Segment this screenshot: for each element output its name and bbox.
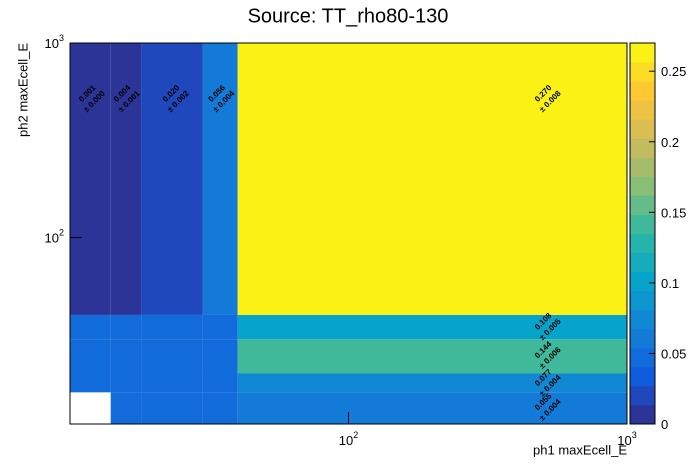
colorbar-band bbox=[630, 157, 655, 177]
tick-exponent: 2 bbox=[59, 228, 64, 238]
heatmap-cell bbox=[110, 339, 142, 374]
colorbar-band bbox=[630, 271, 655, 292]
x-axis-title: ph1 maxEcell_E bbox=[533, 442, 627, 457]
colorbar-tick-label: 0.25 bbox=[661, 64, 686, 79]
tick-exponent: 3 bbox=[59, 33, 64, 43]
heatmap-cell bbox=[110, 43, 142, 315]
colorbar-band bbox=[630, 214, 655, 234]
heatmap-cell bbox=[202, 373, 238, 393]
heatmap-cell bbox=[141, 43, 203, 315]
heatmap-cell bbox=[237, 392, 627, 424]
tick-label: 103 bbox=[617, 430, 636, 448]
colorbar-band bbox=[630, 176, 655, 196]
heatmap-cell bbox=[141, 339, 203, 374]
colorbar-band bbox=[630, 43, 655, 63]
colorbar-band bbox=[630, 62, 655, 82]
heatmap-cell bbox=[110, 314, 142, 340]
colorbar-band bbox=[630, 309, 655, 330]
colorbar-band bbox=[630, 100, 655, 120]
heatmap-cell bbox=[202, 314, 238, 340]
heatmap-cell bbox=[237, 339, 627, 374]
tick-label: 103 bbox=[45, 33, 64, 51]
tick-base: 10 bbox=[617, 433, 631, 448]
heatmap-cell bbox=[202, 339, 238, 374]
colorbar-tick-label: 0.2 bbox=[661, 135, 679, 150]
heatmap-cell bbox=[237, 43, 627, 315]
heatmap-cell bbox=[141, 392, 203, 424]
heatmap-cell bbox=[202, 43, 238, 315]
heatmap-cell bbox=[110, 392, 142, 424]
heatmap-cell bbox=[141, 373, 203, 393]
colorbar-band bbox=[630, 252, 655, 273]
heatmap-cell bbox=[70, 43, 111, 315]
tick-label: 102 bbox=[45, 228, 64, 246]
tick-base: 10 bbox=[45, 231, 59, 246]
heatmap-cell bbox=[141, 314, 203, 340]
colorbar-band bbox=[630, 233, 655, 254]
colorbar-band bbox=[630, 119, 655, 139]
heatmap-cell bbox=[70, 314, 111, 340]
colorbar-band bbox=[630, 138, 655, 158]
colorbar-band bbox=[630, 290, 655, 311]
colorbar-band bbox=[630, 404, 655, 425]
heatmap-cell bbox=[237, 314, 627, 340]
colorbar-frame bbox=[629, 42, 656, 425]
heatmap-cell bbox=[237, 373, 627, 393]
colorbar-tick-label: 0.15 bbox=[661, 205, 686, 220]
heatmap-cell bbox=[202, 392, 238, 424]
y-axis-title: ph2 maxEcell_E bbox=[15, 43, 30, 137]
tick-exponent: 3 bbox=[632, 430, 637, 440]
tick-base: 10 bbox=[45, 36, 59, 51]
tick-exponent: 2 bbox=[353, 430, 358, 440]
colorbar-band bbox=[630, 347, 655, 368]
tick-base: 10 bbox=[339, 433, 353, 448]
colorbar-tick-label: 0 bbox=[661, 417, 668, 432]
tick-label: 102 bbox=[339, 430, 358, 448]
heatmap-cell bbox=[110, 373, 142, 393]
heatmap-cell bbox=[70, 373, 111, 393]
colorbar-band bbox=[630, 328, 655, 349]
colorbar-band bbox=[630, 385, 655, 406]
chart-title: Source: TT_rho80-130 bbox=[248, 5, 449, 27]
colorbar-band bbox=[630, 81, 655, 101]
colorbar-tick-label: 0.05 bbox=[661, 346, 686, 361]
colorbar-band bbox=[630, 366, 655, 387]
colorbar-band bbox=[630, 195, 655, 215]
heatmap-cell bbox=[70, 339, 111, 374]
colorbar-tick-label: 0.1 bbox=[661, 276, 679, 291]
